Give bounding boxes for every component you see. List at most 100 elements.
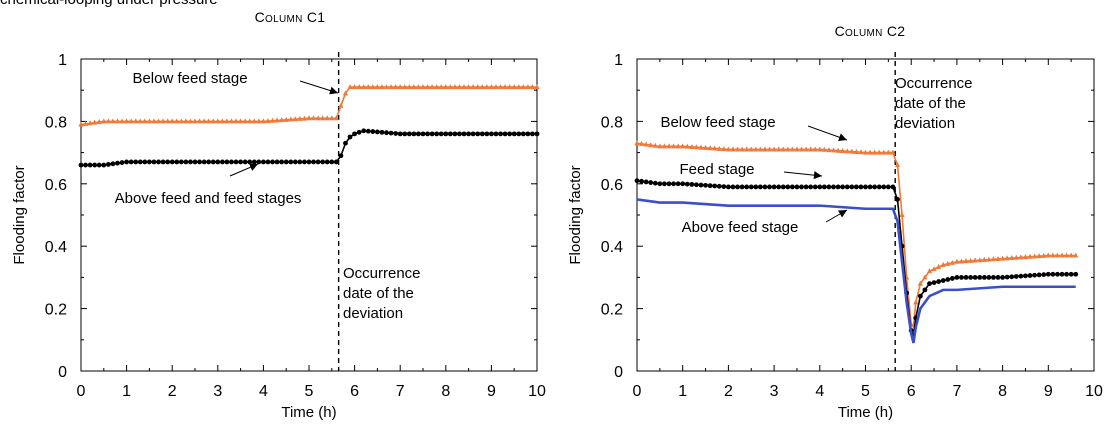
x-tick-label: 4 bbox=[259, 383, 268, 400]
y-tick-label: 0.6 bbox=[601, 177, 623, 194]
data-point bbox=[151, 159, 157, 165]
data-point bbox=[689, 143, 695, 149]
data-point bbox=[520, 131, 526, 137]
y-tick-label: 0.2 bbox=[45, 302, 67, 319]
data-point bbox=[274, 117, 280, 123]
data-point bbox=[981, 275, 987, 280]
data-point bbox=[137, 118, 143, 124]
data-point bbox=[82, 120, 89, 126]
data-point bbox=[187, 118, 194, 124]
data-point bbox=[333, 159, 339, 165]
data-point bbox=[726, 184, 731, 190]
data-point bbox=[347, 84, 353, 90]
data-point bbox=[516, 84, 522, 90]
data-point bbox=[990, 256, 997, 262]
data-point bbox=[812, 146, 818, 152]
annotation-label: Above feed stage bbox=[682, 219, 799, 236]
plot-frame bbox=[80, 58, 538, 372]
data-point bbox=[534, 131, 540, 137]
data-point bbox=[279, 159, 285, 165]
data-point bbox=[1018, 273, 1024, 279]
data-point bbox=[826, 184, 832, 190]
annotation-label: Below feed stage bbox=[660, 114, 775, 131]
data-point bbox=[652, 180, 658, 186]
data-point bbox=[1036, 253, 1042, 259]
data-point bbox=[520, 84, 526, 90]
data-point bbox=[968, 275, 974, 280]
data-point bbox=[648, 142, 654, 148]
data-point bbox=[283, 116, 289, 122]
data-point bbox=[1000, 275, 1005, 280]
data-point bbox=[926, 268, 933, 274]
data-point bbox=[165, 159, 171, 165]
data-point bbox=[461, 131, 467, 137]
data-point bbox=[133, 118, 139, 124]
data-point bbox=[269, 117, 276, 123]
x-tick-label: 2 bbox=[168, 383, 177, 400]
data-point bbox=[890, 184, 896, 190]
data-point bbox=[991, 275, 996, 280]
clipped-header-text: chemical-looping under pressure bbox=[0, 0, 218, 8]
data-point bbox=[675, 143, 681, 149]
data-point bbox=[835, 184, 841, 190]
data-point bbox=[1009, 274, 1015, 280]
data-point bbox=[698, 182, 704, 188]
data-point bbox=[201, 159, 207, 165]
data-point bbox=[128, 118, 134, 124]
data-point bbox=[945, 260, 951, 266]
data-point bbox=[735, 184, 740, 190]
data-point bbox=[721, 146, 727, 152]
data-point bbox=[507, 84, 513, 90]
data-point bbox=[228, 118, 235, 124]
data-point bbox=[753, 146, 759, 152]
data-point bbox=[92, 162, 98, 168]
data-point bbox=[393, 84, 399, 90]
data-point bbox=[895, 197, 900, 202]
data-point bbox=[475, 84, 481, 90]
data-point bbox=[662, 181, 667, 187]
data-point bbox=[416, 131, 421, 137]
data-point bbox=[1032, 272, 1037, 278]
data-point bbox=[479, 84, 485, 90]
data-point bbox=[256, 159, 262, 165]
data-point bbox=[639, 178, 644, 184]
data-point bbox=[670, 143, 677, 149]
data-point bbox=[694, 182, 699, 188]
data-point bbox=[1055, 271, 1060, 277]
data-point bbox=[256, 118, 262, 124]
data-point bbox=[817, 146, 823, 152]
arrow-head bbox=[838, 210, 847, 218]
annotation-line: Below feed stage bbox=[132, 70, 247, 87]
data-point bbox=[297, 115, 303, 121]
data-point bbox=[466, 84, 472, 90]
data-point bbox=[1050, 271, 1056, 277]
data-point bbox=[201, 118, 207, 124]
data-point bbox=[885, 184, 891, 190]
data-point bbox=[206, 159, 212, 165]
data-point bbox=[470, 131, 476, 137]
data-point bbox=[384, 130, 389, 136]
data-point bbox=[1054, 252, 1061, 258]
data-point bbox=[142, 118, 148, 124]
annotation-line: Occurrence bbox=[343, 265, 421, 282]
data-point bbox=[338, 153, 344, 159]
data-point bbox=[849, 148, 855, 154]
data-point bbox=[438, 131, 444, 137]
data-point bbox=[680, 143, 686, 149]
data-point bbox=[119, 118, 125, 124]
data-point bbox=[147, 159, 152, 165]
data-point bbox=[365, 84, 371, 90]
data-point bbox=[397, 84, 403, 90]
data-point bbox=[251, 159, 257, 165]
data-point bbox=[447, 84, 453, 90]
data-point bbox=[748, 146, 754, 152]
data-point bbox=[862, 149, 869, 155]
data-point bbox=[525, 131, 531, 137]
x-tick-label: 8 bbox=[441, 383, 450, 400]
data-point bbox=[128, 159, 134, 165]
data-point bbox=[1041, 272, 1047, 277]
data-point bbox=[434, 131, 440, 137]
data-point bbox=[301, 115, 308, 121]
data-point bbox=[361, 84, 367, 90]
data-point bbox=[484, 131, 490, 137]
